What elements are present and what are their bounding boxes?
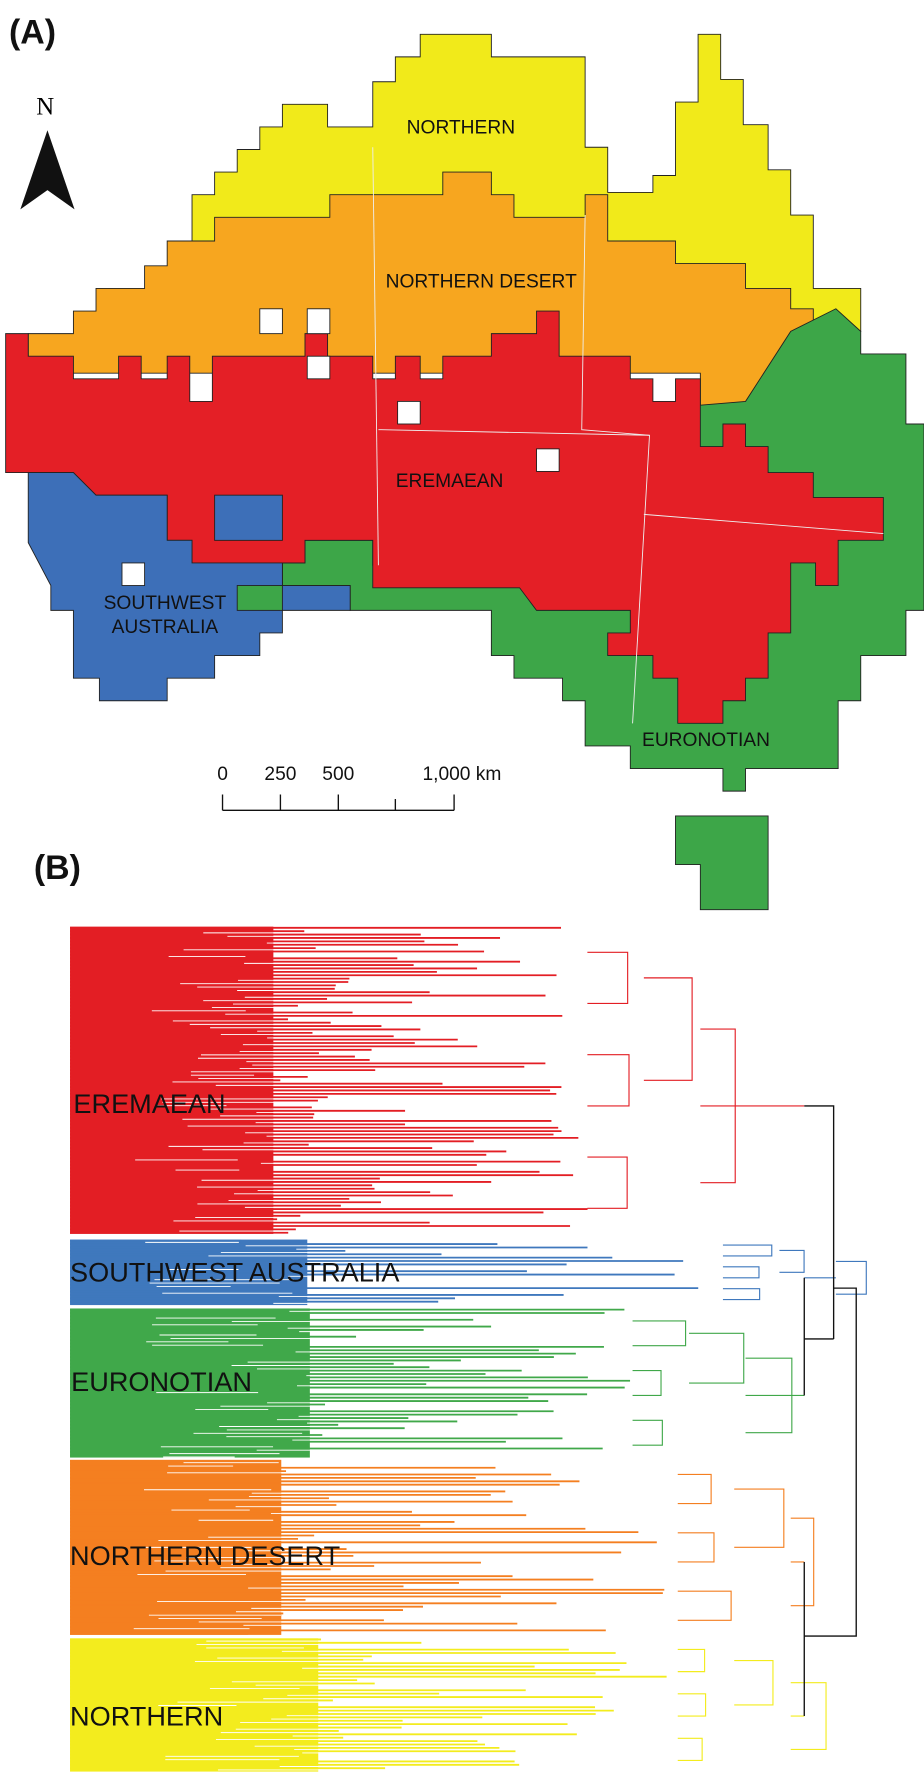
clade-branch — [734, 1489, 784, 1547]
backbone — [804, 1288, 856, 1636]
clade-branch — [678, 1533, 714, 1562]
region-euronotian — [237, 586, 282, 611]
clade-branch — [723, 1267, 759, 1278]
scale-tick-label: 250 — [264, 764, 296, 785]
clade-branch — [836, 1261, 866, 1294]
region-label: EURONOTIAN — [642, 730, 770, 751]
clade-branch — [644, 978, 692, 1080]
panel-label: (A) — [9, 13, 56, 51]
region-label: NORTHERN — [407, 118, 515, 139]
map: NORTHERN NORTHERN DESERT EREMAEAN SOUTHWEST… — [6, 34, 924, 909]
empty-cell — [260, 309, 283, 334]
scale-tick-label: 0 — [217, 764, 228, 785]
figure: NORTHERN NORTHERN DESERT EREMAEAN SOUTHWEST… — [0, 0, 924, 1772]
backbone — [804, 1106, 833, 1339]
clade-branch — [678, 1474, 711, 1503]
clade-branch — [587, 1055, 629, 1106]
region-label: EREMAEAN — [396, 471, 504, 492]
clade-branch — [678, 1694, 706, 1716]
clade-branch — [779, 1250, 804, 1272]
empty-cell — [122, 563, 145, 586]
north-label: N — [36, 93, 54, 120]
region-label: SOUTHWEST — [104, 593, 227, 614]
clade-branch — [689, 1333, 744, 1383]
empty-cell — [398, 401, 421, 424]
north-arrow — [20, 130, 74, 209]
clade-label: NORTHERN — [70, 1700, 223, 1731]
scale-tick-label: 500 — [322, 764, 354, 785]
scale-tick-label: 1,000 km — [422, 764, 501, 785]
clade-label: NORTHERN DESERT — [70, 1540, 340, 1571]
empty-cell — [307, 309, 330, 334]
clade-label: EURONOTIAN — [71, 1366, 252, 1397]
clade-branch — [587, 1157, 627, 1208]
clade-branch — [678, 1649, 705, 1671]
clade-branch — [633, 1371, 661, 1396]
clade-branch — [633, 1321, 686, 1346]
region-southwest — [215, 495, 283, 540]
empty-cell — [307, 356, 330, 379]
clade-branch — [678, 1591, 731, 1620]
panel-label: (B) — [34, 849, 81, 887]
region-label: NORTHERN DESERT — [386, 271, 577, 292]
empty-cell — [537, 449, 560, 472]
clade-label: EREMAEAN — [73, 1088, 225, 1119]
clade-branch — [587, 952, 627, 1003]
clade-branch — [723, 1245, 772, 1256]
clade-branch — [734, 1661, 773, 1705]
clade-branch — [723, 1289, 760, 1300]
page: NORTHERN NORTHERN DESERT EREMAEAN SOUTHWEST… — [0, 0, 924, 1772]
dendrogram: EREMAEAN SOUTHWEST AUSTRALIA EURONOTIAN NOR… — [70, 927, 866, 1772]
clade-branch — [678, 1738, 702, 1760]
clade-label: SOUTHWEST AUSTRALIA — [70, 1256, 400, 1287]
region-tasmania — [675, 816, 768, 910]
clade-branch — [633, 1420, 663, 1445]
region-label: AUSTRALIA — [112, 617, 219, 638]
